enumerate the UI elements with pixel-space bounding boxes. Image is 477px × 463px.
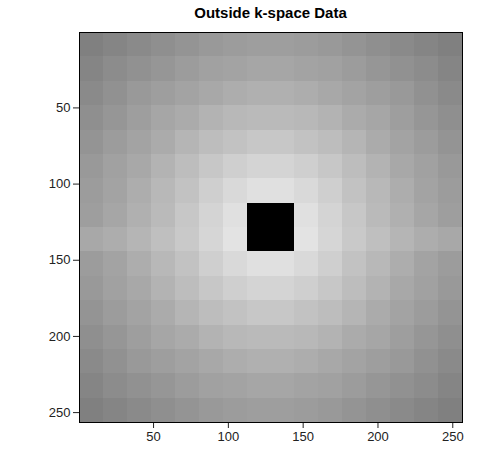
svg-text:150: 150 [49, 252, 71, 267]
svg-text:50: 50 [146, 429, 160, 444]
svg-text:50: 50 [56, 100, 70, 115]
html-text:Outside k-space Data: Outside k-space Data [194, 4, 347, 21]
svg-text:250: 250 [442, 429, 464, 444]
svg-text:250: 250 [49, 405, 71, 420]
svg-text:200: 200 [49, 329, 71, 344]
svg-text:150: 150 [292, 429, 314, 444]
svg-text:200: 200 [367, 429, 389, 444]
svg-text:100: 100 [218, 429, 240, 444]
svg-text:100: 100 [49, 176, 71, 191]
